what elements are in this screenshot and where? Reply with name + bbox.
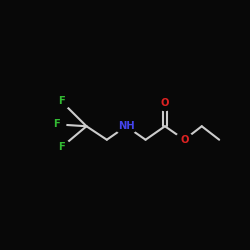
Ellipse shape bbox=[47, 116, 66, 132]
Ellipse shape bbox=[52, 140, 70, 155]
Text: F: F bbox=[58, 96, 65, 106]
Text: O: O bbox=[161, 98, 169, 108]
Ellipse shape bbox=[116, 118, 137, 134]
Text: F: F bbox=[53, 119, 60, 129]
Text: NH: NH bbox=[118, 121, 134, 131]
Ellipse shape bbox=[176, 132, 193, 147]
Ellipse shape bbox=[156, 96, 174, 110]
Ellipse shape bbox=[52, 94, 70, 109]
Text: F: F bbox=[58, 142, 65, 152]
Text: O: O bbox=[180, 135, 188, 145]
